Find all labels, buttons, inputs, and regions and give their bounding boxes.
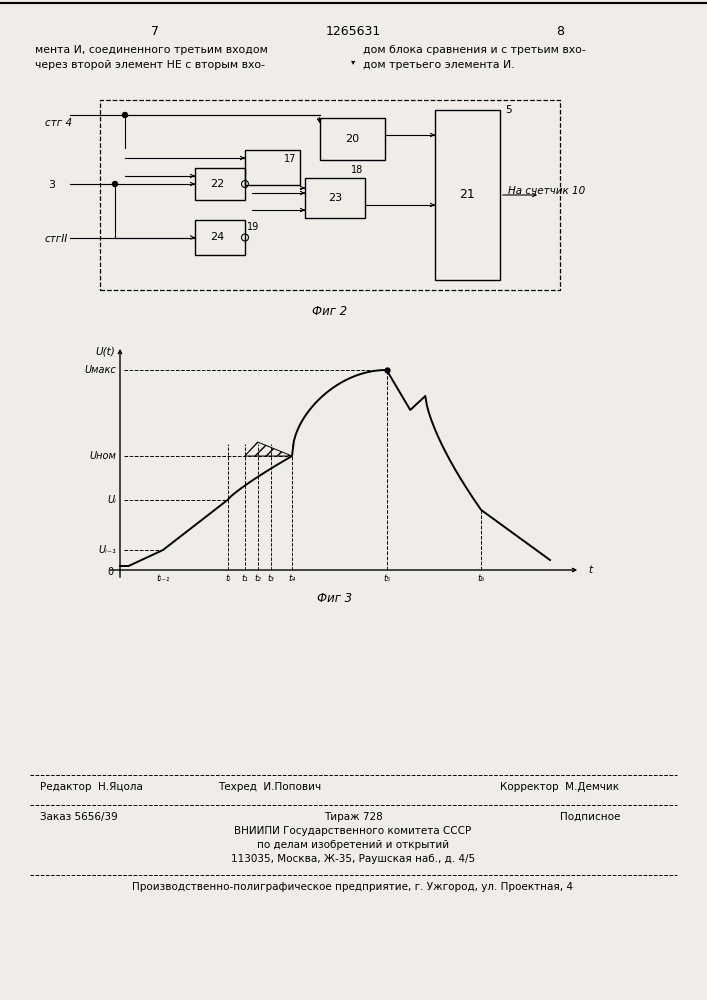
- Text: Тираж 728: Тираж 728: [324, 812, 382, 822]
- Text: Техред  И.Попович: Техред И.Попович: [218, 782, 322, 792]
- Text: Фиг 2: Фиг 2: [312, 305, 348, 318]
- Text: Корректор  М.Демчик: Корректор М.Демчик: [500, 782, 619, 792]
- Circle shape: [112, 182, 117, 186]
- Text: Uᵢ₋₁: Uᵢ₋₁: [98, 545, 116, 555]
- Text: 1265631: 1265631: [325, 25, 380, 38]
- Text: 5: 5: [505, 105, 512, 115]
- Bar: [195, 220, 245, 255]
- Text: t₆: t₆: [478, 574, 485, 583]
- Text: Заказ 5656/39: Заказ 5656/39: [40, 812, 118, 822]
- Text: t₁: t₁: [241, 574, 248, 583]
- Text: дом блока сравнения и с третьим вхо-: дом блока сравнения и с третьим вхо-: [363, 45, 586, 55]
- Text: U(t): U(t): [95, 346, 115, 356]
- Text: ВНИИПИ Государственного комитета СССР: ВНИИПИ Государственного комитета СССР: [235, 826, 472, 836]
- Text: Производственно-полиграфическое предприятие, г. Ужгород, ул. Проектная, 4: Производственно-полиграфическое предприя…: [132, 882, 573, 892]
- Text: Uмакс: Uмакс: [84, 365, 116, 375]
- Text: по делам изобретений и открытий: по делам изобретений и открытий: [257, 840, 449, 850]
- Text: На счетчик 10: На счетчик 10: [508, 186, 585, 196]
- Text: Подписное: Подписное: [560, 812, 620, 822]
- Text: Редактор  Н.Яцола: Редактор Н.Яцола: [40, 782, 143, 792]
- Text: t₄: t₄: [288, 574, 296, 583]
- Text: t₂: t₂: [254, 574, 261, 583]
- Text: t: t: [589, 565, 593, 575]
- Text: 7: 7: [151, 25, 159, 38]
- Text: 24: 24: [210, 232, 224, 242]
- Text: 22: 22: [210, 179, 224, 189]
- Text: 113035, Москва, Ж-35, Раушская наб., д. 4/5: 113035, Москва, Ж-35, Раушская наб., д. …: [231, 854, 475, 864]
- Text: 23: 23: [328, 193, 342, 203]
- Text: мента И, соединенного третьим входом: мента И, соединенного третьим входом: [35, 45, 268, 55]
- Text: 17: 17: [284, 154, 296, 164]
- Text: cтг 4: cтг 4: [45, 118, 72, 128]
- Text: 20: 20: [346, 134, 360, 144]
- Text: tᵢ₋₁: tᵢ₋₁: [156, 574, 170, 583]
- Text: t₃: t₃: [267, 574, 274, 583]
- Bar: [100, 100, 560, 290]
- Text: 3: 3: [48, 180, 55, 190]
- Text: tᵢ: tᵢ: [225, 574, 230, 583]
- Text: Uᵢ: Uᵢ: [107, 495, 116, 505]
- Bar: [305, 178, 365, 218]
- Text: 19: 19: [247, 222, 259, 232]
- Text: cтгII: cтгII: [45, 233, 69, 243]
- Text: 21: 21: [460, 188, 475, 202]
- Text: 8: 8: [556, 25, 564, 38]
- Bar: [435, 110, 500, 280]
- Bar: [320, 118, 385, 160]
- Circle shape: [122, 112, 127, 117]
- Text: Фиг 3: Фиг 3: [317, 592, 353, 605]
- Text: t₅: t₅: [383, 574, 390, 583]
- Text: дом третьего элемента И.: дом третьего элемента И.: [363, 60, 515, 70]
- Bar: [245, 150, 300, 185]
- Text: через второй элемент НЕ с вторым вхо-: через второй элемент НЕ с вторым вхо-: [35, 60, 265, 70]
- Text: 18: 18: [351, 165, 363, 175]
- Text: ▾: ▾: [351, 57, 355, 66]
- Bar: [195, 168, 245, 200]
- Text: 0: 0: [108, 567, 114, 577]
- Text: Uном: Uном: [89, 451, 116, 461]
